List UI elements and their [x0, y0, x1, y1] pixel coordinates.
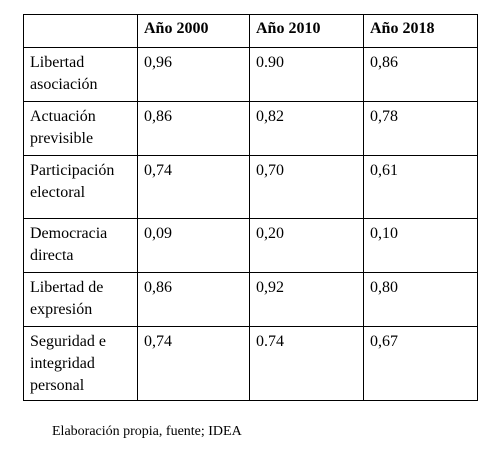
- cell: 0,86: [137, 101, 250, 156]
- table-row: Libertad de expresión 0,86 0,92 0,80: [23, 272, 478, 327]
- cell: 0,70: [249, 155, 364, 219]
- cell: 0,67: [363, 326, 478, 401]
- row-label: Democracia directa: [23, 218, 138, 273]
- table-row: Participación electoral 0,74 0,70 0,61: [23, 155, 478, 219]
- header-row: Año 2000 Año 2010 Año 2018: [23, 14, 478, 48]
- cell: 0,86: [363, 47, 478, 102]
- cell: 0,74: [137, 155, 250, 219]
- row-label: Seguridad e integridad personal: [23, 326, 138, 401]
- cell: 0,09: [137, 218, 250, 273]
- caption: Elaboración propia, fuente; IDEA: [52, 424, 242, 439]
- header-cell: Año 2010: [249, 14, 364, 48]
- row-label: Libertad de expresión: [23, 272, 138, 327]
- data-table: Año 2000 Año 2010 Año 2018 Libertad asocia…: [23, 14, 478, 401]
- header-cell: [23, 14, 138, 48]
- row-label: Actuación previsible: [23, 101, 138, 156]
- cell: 0,10: [363, 218, 478, 273]
- cell: 0,96: [137, 47, 250, 102]
- cell: 0,74: [137, 326, 250, 401]
- header-cell: Año 2018: [363, 14, 478, 48]
- cell: 0,92: [249, 272, 364, 327]
- row-label: Participación electoral: [23, 155, 138, 219]
- cell: 0.90: [249, 47, 364, 102]
- table-row: Democracia directa 0,09 0,20 0,10: [23, 218, 478, 273]
- cell: 0,20: [249, 218, 364, 273]
- cell: 0,86: [137, 272, 250, 327]
- table-row: Actuación previsible 0,86 0,82 0,78: [23, 101, 478, 156]
- cell: 0,61: [363, 155, 478, 219]
- table-row: Libertad asociación 0,96 0.90 0,86: [23, 47, 478, 102]
- cell: 0,80: [363, 272, 478, 327]
- cell: 0.74: [249, 326, 364, 401]
- cell: 0,78: [363, 101, 478, 156]
- header-cell: Año 2000: [137, 14, 250, 48]
- cell: 0,82: [249, 101, 364, 156]
- table-row: Seguridad e integridad personal 0,74 0.74 0…: [23, 326, 478, 401]
- row-label: Libertad asociación: [23, 47, 138, 102]
